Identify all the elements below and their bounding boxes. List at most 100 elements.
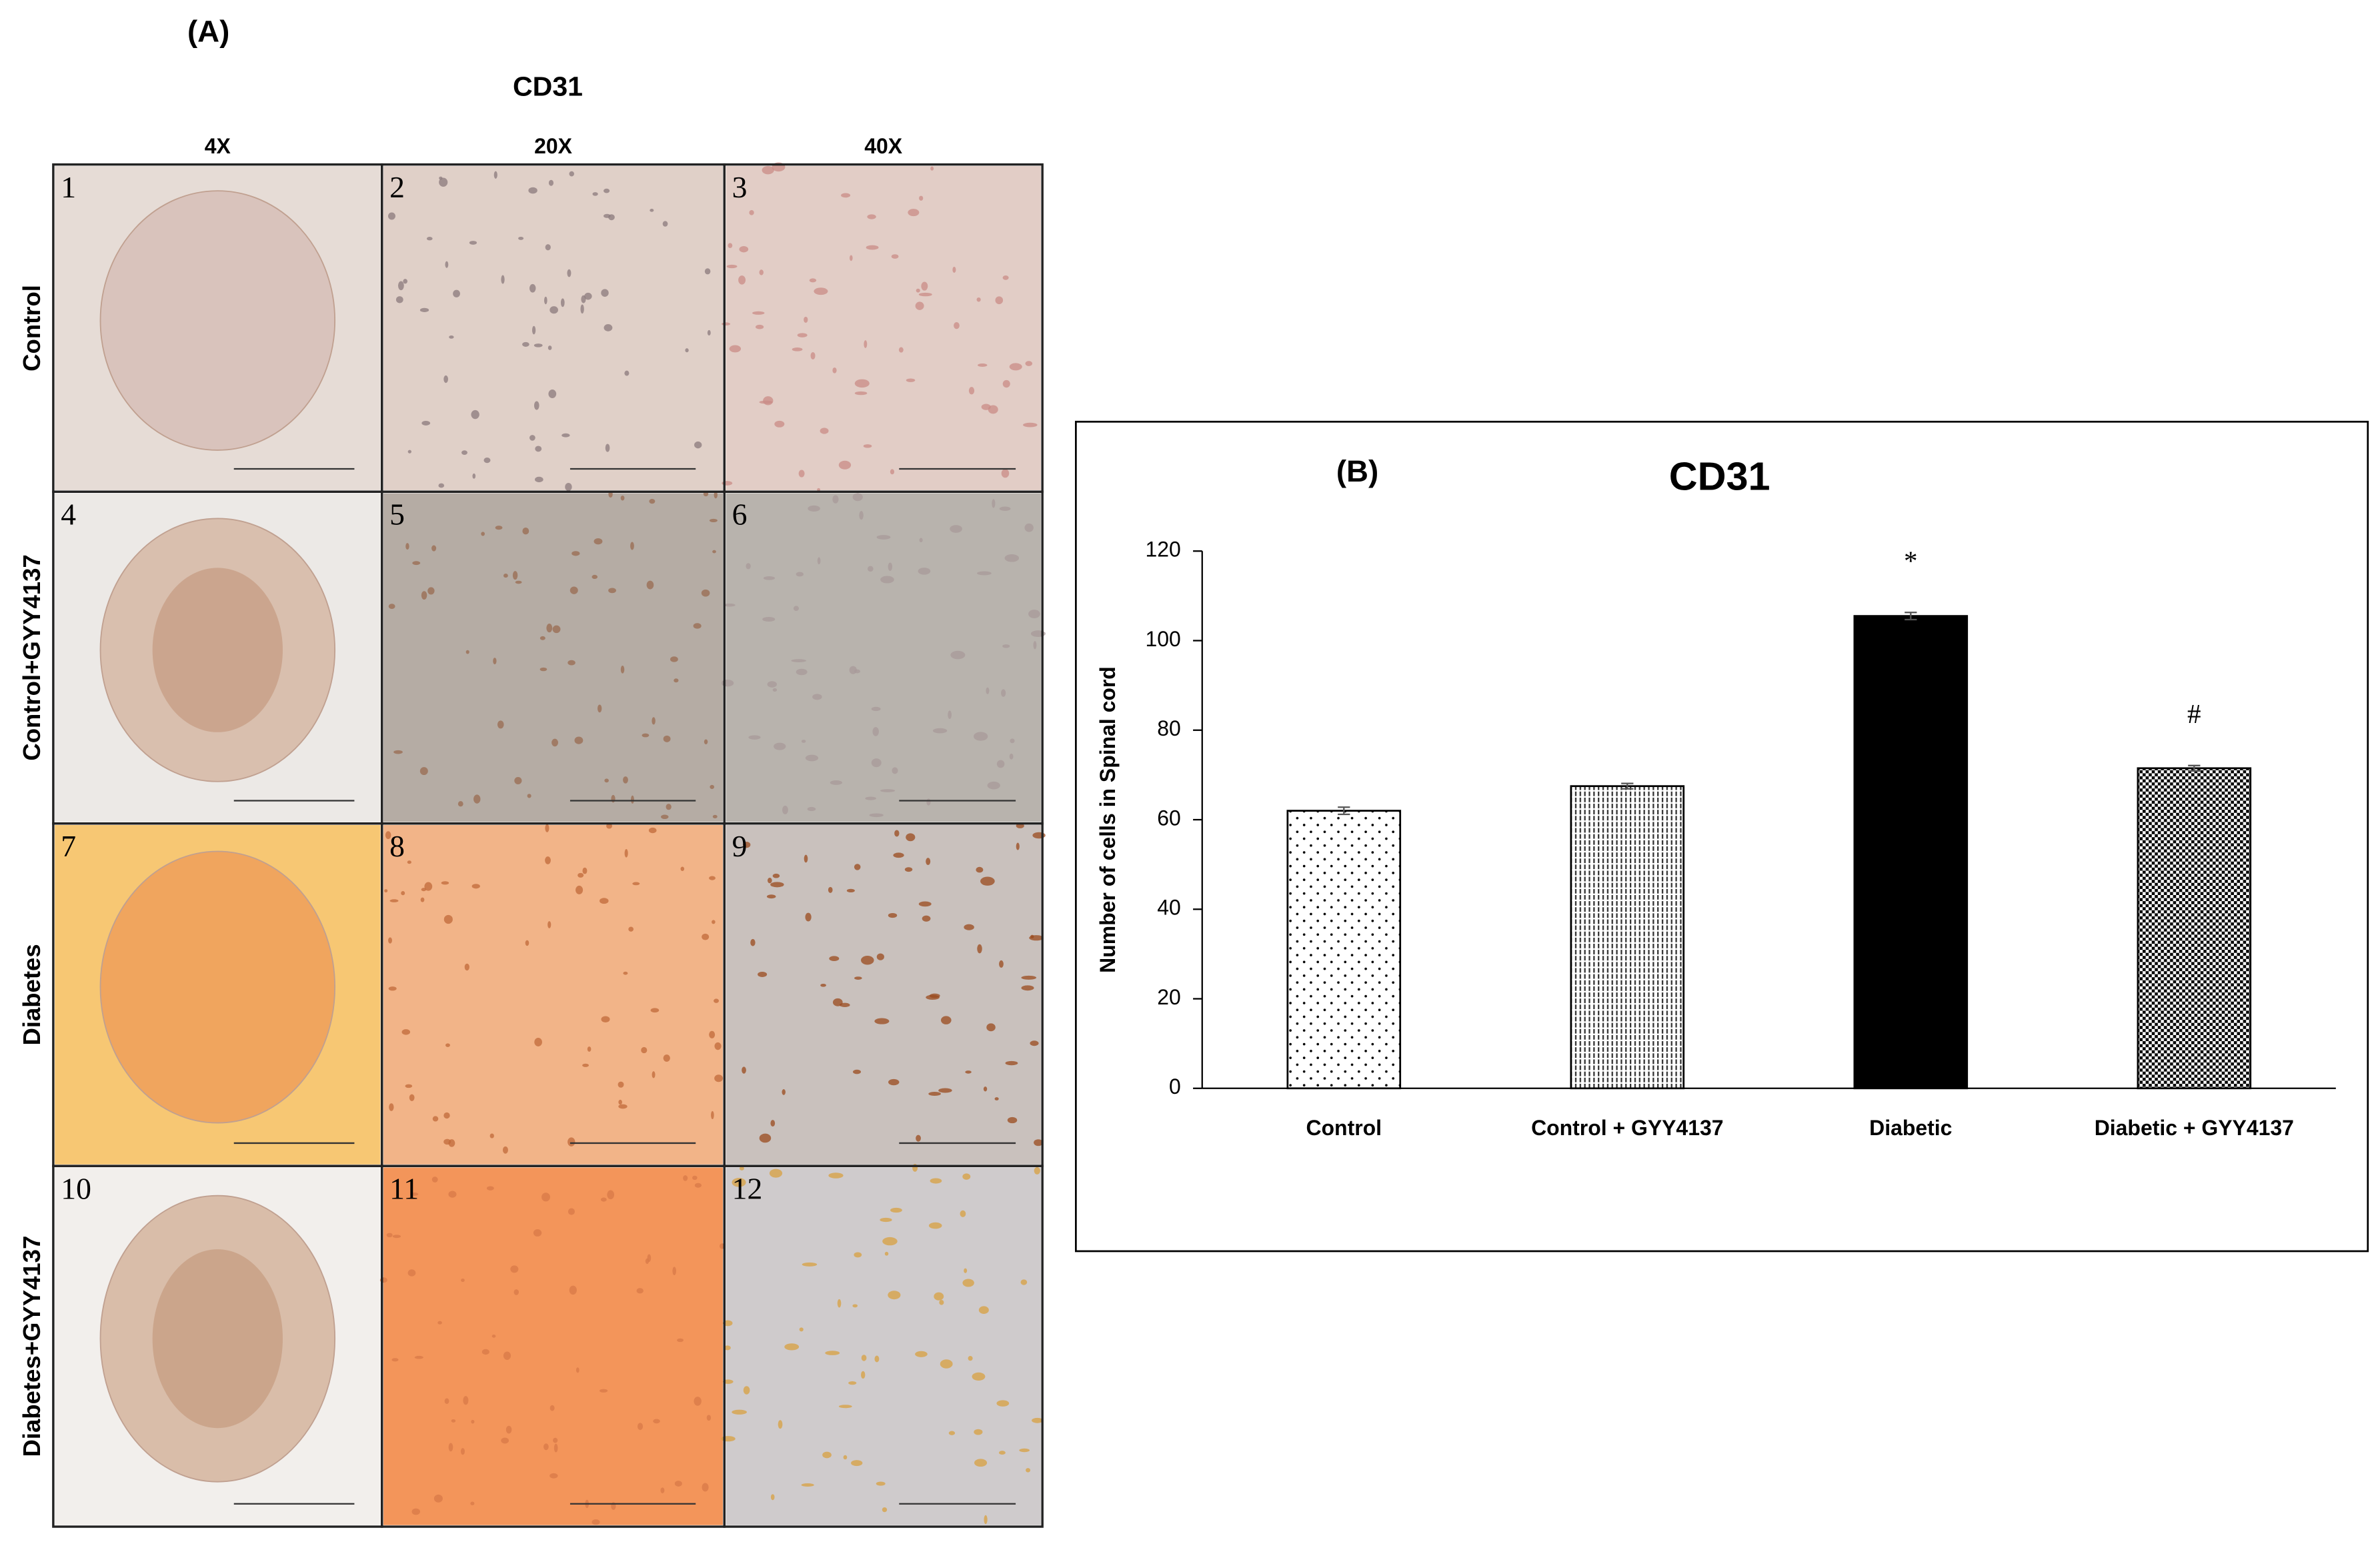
cell <box>460 1448 465 1455</box>
cell <box>888 562 893 571</box>
cell <box>601 289 609 297</box>
cell <box>832 367 837 373</box>
cell <box>894 830 900 837</box>
cell <box>1007 1116 1018 1124</box>
cell <box>445 261 449 268</box>
cell <box>421 420 431 426</box>
cell <box>962 1173 971 1180</box>
tissue-section <box>99 190 336 451</box>
bar <box>1853 615 1969 1090</box>
cell <box>503 1351 511 1360</box>
cell <box>395 296 403 303</box>
cell <box>898 347 904 353</box>
cell <box>1033 641 1037 650</box>
cell <box>977 571 992 576</box>
cell <box>465 650 469 654</box>
cell <box>974 1429 983 1435</box>
cell <box>1030 934 1034 938</box>
cell <box>577 872 584 878</box>
cell <box>472 473 476 479</box>
panel-label: (B) <box>1336 454 1378 488</box>
cell <box>505 1425 512 1434</box>
cell <box>758 971 768 977</box>
cell <box>1019 1448 1030 1453</box>
cell <box>1005 1060 1018 1066</box>
cell <box>501 1437 509 1444</box>
cell <box>1004 554 1020 562</box>
cell <box>752 311 765 315</box>
cell <box>567 269 571 277</box>
cell <box>419 307 429 312</box>
row-label: Diabetes <box>18 944 45 1045</box>
column-header: 4X <box>205 134 231 158</box>
cell <box>948 1431 956 1435</box>
cell <box>674 1481 682 1487</box>
cell <box>763 396 774 406</box>
cell <box>648 827 657 834</box>
cell <box>471 1419 475 1424</box>
row-label: Diabetes+GYY4137 <box>18 1236 45 1457</box>
panel-number: 9 <box>732 829 748 863</box>
cell <box>710 784 715 790</box>
cell <box>624 370 630 376</box>
cell <box>515 580 522 584</box>
x-tick-label: Diabetic + GYY4137 <box>2095 1116 2294 1140</box>
cell <box>996 760 1005 768</box>
cell <box>529 283 536 293</box>
cell <box>401 891 405 896</box>
cell <box>772 873 780 878</box>
cell <box>391 1358 399 1362</box>
cell <box>721 680 734 687</box>
chart-frame <box>1074 420 2369 1253</box>
cell <box>605 444 610 452</box>
cell <box>766 894 776 899</box>
cell <box>919 538 923 543</box>
cell <box>712 550 716 554</box>
cell <box>767 877 772 884</box>
cell <box>854 379 870 388</box>
cell <box>680 866 685 871</box>
cell <box>976 866 984 873</box>
cell <box>549 306 558 314</box>
cell <box>405 543 409 550</box>
cell <box>849 666 857 674</box>
cell <box>491 1335 496 1338</box>
cell <box>999 506 1011 512</box>
cell <box>762 165 774 175</box>
cell <box>533 1229 542 1237</box>
cell <box>660 1487 665 1493</box>
cell <box>560 298 565 307</box>
cell <box>929 993 940 998</box>
cell <box>420 897 425 902</box>
panel-title: CD31 <box>513 71 583 101</box>
cell <box>591 574 598 580</box>
cell <box>582 1063 589 1067</box>
cell <box>918 901 932 907</box>
cell <box>918 292 932 297</box>
x-tick-label: Control + GYY4137 <box>1531 1116 1723 1140</box>
cell <box>782 1089 786 1095</box>
cell <box>841 193 851 198</box>
cell <box>431 545 437 552</box>
cell <box>411 1508 420 1515</box>
cell <box>916 1134 921 1142</box>
cell <box>388 604 395 609</box>
cell <box>387 212 395 220</box>
cell <box>890 1207 902 1213</box>
cell <box>587 1046 591 1052</box>
cell <box>439 177 448 187</box>
cell <box>926 798 931 806</box>
cell <box>720 1436 736 1442</box>
cell <box>714 491 718 499</box>
panel-number: 12 <box>732 1171 763 1205</box>
cell <box>630 542 634 550</box>
grey-matter <box>152 568 283 732</box>
micrograph <box>383 493 723 822</box>
cell <box>510 1265 519 1273</box>
cell <box>407 860 411 864</box>
chart-title: CD31 <box>1669 454 1770 499</box>
cell <box>828 886 833 893</box>
cell <box>531 325 536 335</box>
cell <box>473 794 481 804</box>
bar <box>1286 810 1402 1090</box>
